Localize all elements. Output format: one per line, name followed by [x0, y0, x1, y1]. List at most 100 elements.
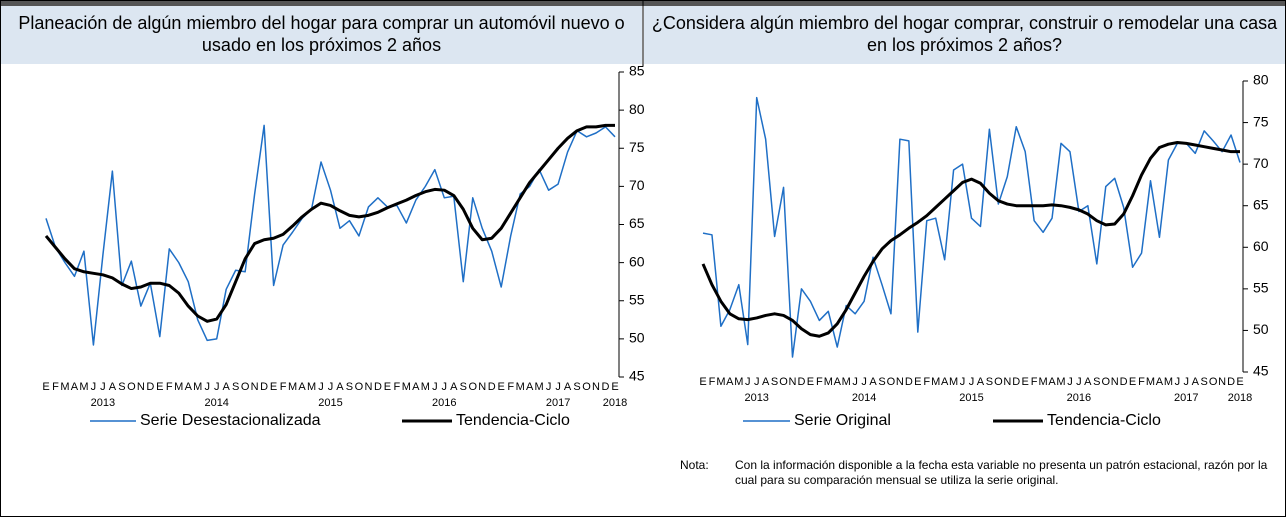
x-tick-label: S: [771, 376, 778, 388]
y-tick-label: 55: [1253, 280, 1269, 296]
x-tick-label: E: [498, 381, 505, 393]
y-tick-label: 65: [629, 215, 645, 231]
x-tick-label: N: [1111, 376, 1119, 388]
x-tick-label: N: [137, 381, 145, 393]
y-tick-label: 75: [1253, 113, 1269, 129]
note-label: Nota:: [680, 458, 709, 472]
y-tick-label: 60: [629, 253, 645, 269]
x-tick-label: J: [328, 381, 334, 393]
x-tick-label: D: [146, 381, 154, 393]
year-label: 2013: [744, 392, 768, 404]
x-tick-label: J: [546, 381, 552, 393]
year-label: 2014: [852, 392, 876, 404]
legend-label: Tendencia-Ciclo: [1047, 412, 1161, 429]
x-tick-label: A: [762, 376, 770, 388]
x-tick-label: E: [384, 381, 391, 393]
x-tick-label: M: [516, 381, 525, 393]
x-tick-label: O: [355, 381, 364, 393]
y-tick-label: 85: [629, 63, 645, 79]
x-tick-label: A: [336, 381, 344, 393]
x-tick-label: M: [1146, 376, 1155, 388]
x-tick-label: J: [1175, 376, 1181, 388]
series-line: [702, 96, 1241, 358]
x-tick-label: A: [1048, 376, 1056, 388]
x-tick-label: S: [118, 381, 125, 393]
x-tick-label: M: [734, 376, 743, 388]
x-tick-label: J: [754, 376, 760, 388]
x-tick-label: S: [573, 381, 580, 393]
x-tick-label: M: [535, 381, 544, 393]
x-tick-label: M: [949, 376, 958, 388]
year-label: 2016: [432, 397, 456, 409]
x-tick-label: J: [214, 381, 220, 393]
y-tick-label: 65: [1253, 196, 1269, 212]
x-tick-label: A: [564, 381, 572, 393]
legend-label: Tendencia-Ciclo: [456, 412, 570, 429]
x-tick-label: N: [1218, 376, 1226, 388]
year-label: 2016: [1067, 392, 1091, 404]
x-tick-label: S: [232, 381, 239, 393]
x-tick-label: O: [779, 376, 788, 388]
x-tick-label: A: [223, 381, 231, 393]
x-tick-label: E: [1129, 376, 1136, 388]
x-tick-label: J: [861, 376, 867, 388]
x-tick-label: D: [1120, 376, 1128, 388]
x-tick-label: J: [969, 376, 975, 388]
x-tick-label: F: [1138, 376, 1145, 388]
x-tick-label: F: [923, 376, 930, 388]
x-tick-label: J: [852, 376, 858, 388]
year-label: 2015: [318, 397, 342, 409]
x-tick-label: O: [1209, 376, 1218, 388]
x-tick-label: A: [185, 381, 193, 393]
x-tick-label: A: [1084, 376, 1092, 388]
x-tick-label: F: [166, 381, 173, 393]
y-tick-label: 80: [1253, 72, 1269, 88]
x-tick-label: J: [555, 381, 561, 393]
x-tick-label: A: [726, 376, 734, 388]
series-line: [44, 123, 615, 323]
x-tick-label: E: [611, 381, 618, 393]
x-tick-label: S: [460, 381, 467, 393]
y-tick-label: 50: [629, 330, 645, 346]
x-tick-label: E: [42, 381, 49, 393]
series-line: [701, 141, 1240, 338]
year-label: 2014: [204, 397, 228, 409]
x-tick-label: E: [699, 376, 706, 388]
x-tick-label: A: [1192, 376, 1200, 388]
x-tick-label: M: [421, 381, 430, 393]
x-tick-label: A: [298, 381, 306, 393]
x-tick-label: J: [1076, 376, 1082, 388]
series-line: [45, 124, 616, 346]
x-tick-label: O: [994, 376, 1003, 388]
x-tick-label: D: [602, 381, 610, 393]
x-tick-label: M: [1056, 376, 1065, 388]
x-tick-label: J: [204, 381, 210, 393]
y-tick-label: 55: [629, 291, 645, 307]
x-tick-label: D: [1227, 376, 1235, 388]
x-tick-label: N: [592, 381, 600, 393]
x-tick-label: O: [887, 376, 896, 388]
year-label: 2017: [546, 397, 570, 409]
x-tick-label: A: [412, 381, 420, 393]
x-tick-label: F: [280, 381, 287, 393]
y-tick-label: 80: [629, 101, 645, 117]
x-tick-label: N: [896, 376, 904, 388]
chart-title: ¿Considera algún miembro del hogar compr…: [644, 6, 1285, 64]
year-label: 2017: [1174, 392, 1198, 404]
x-tick-label: N: [251, 381, 259, 393]
x-tick-label: S: [986, 376, 993, 388]
x-tick-label: E: [1236, 376, 1243, 388]
x-tick-label: J: [960, 376, 966, 388]
x-tick-label: M: [288, 381, 297, 393]
x-tick-label: A: [1156, 376, 1164, 388]
x-tick-label: N: [478, 381, 486, 393]
x-tick-label: E: [914, 376, 921, 388]
x-tick-label: N: [364, 381, 372, 393]
x-tick-label: O: [468, 381, 477, 393]
year-label: 2018: [603, 397, 627, 409]
x-tick-label: D: [797, 376, 805, 388]
x-tick-label: J: [432, 381, 438, 393]
x-tick-label: M: [174, 381, 183, 393]
chart-title: Planeación de algún miembro del hogar pa…: [1, 6, 642, 64]
